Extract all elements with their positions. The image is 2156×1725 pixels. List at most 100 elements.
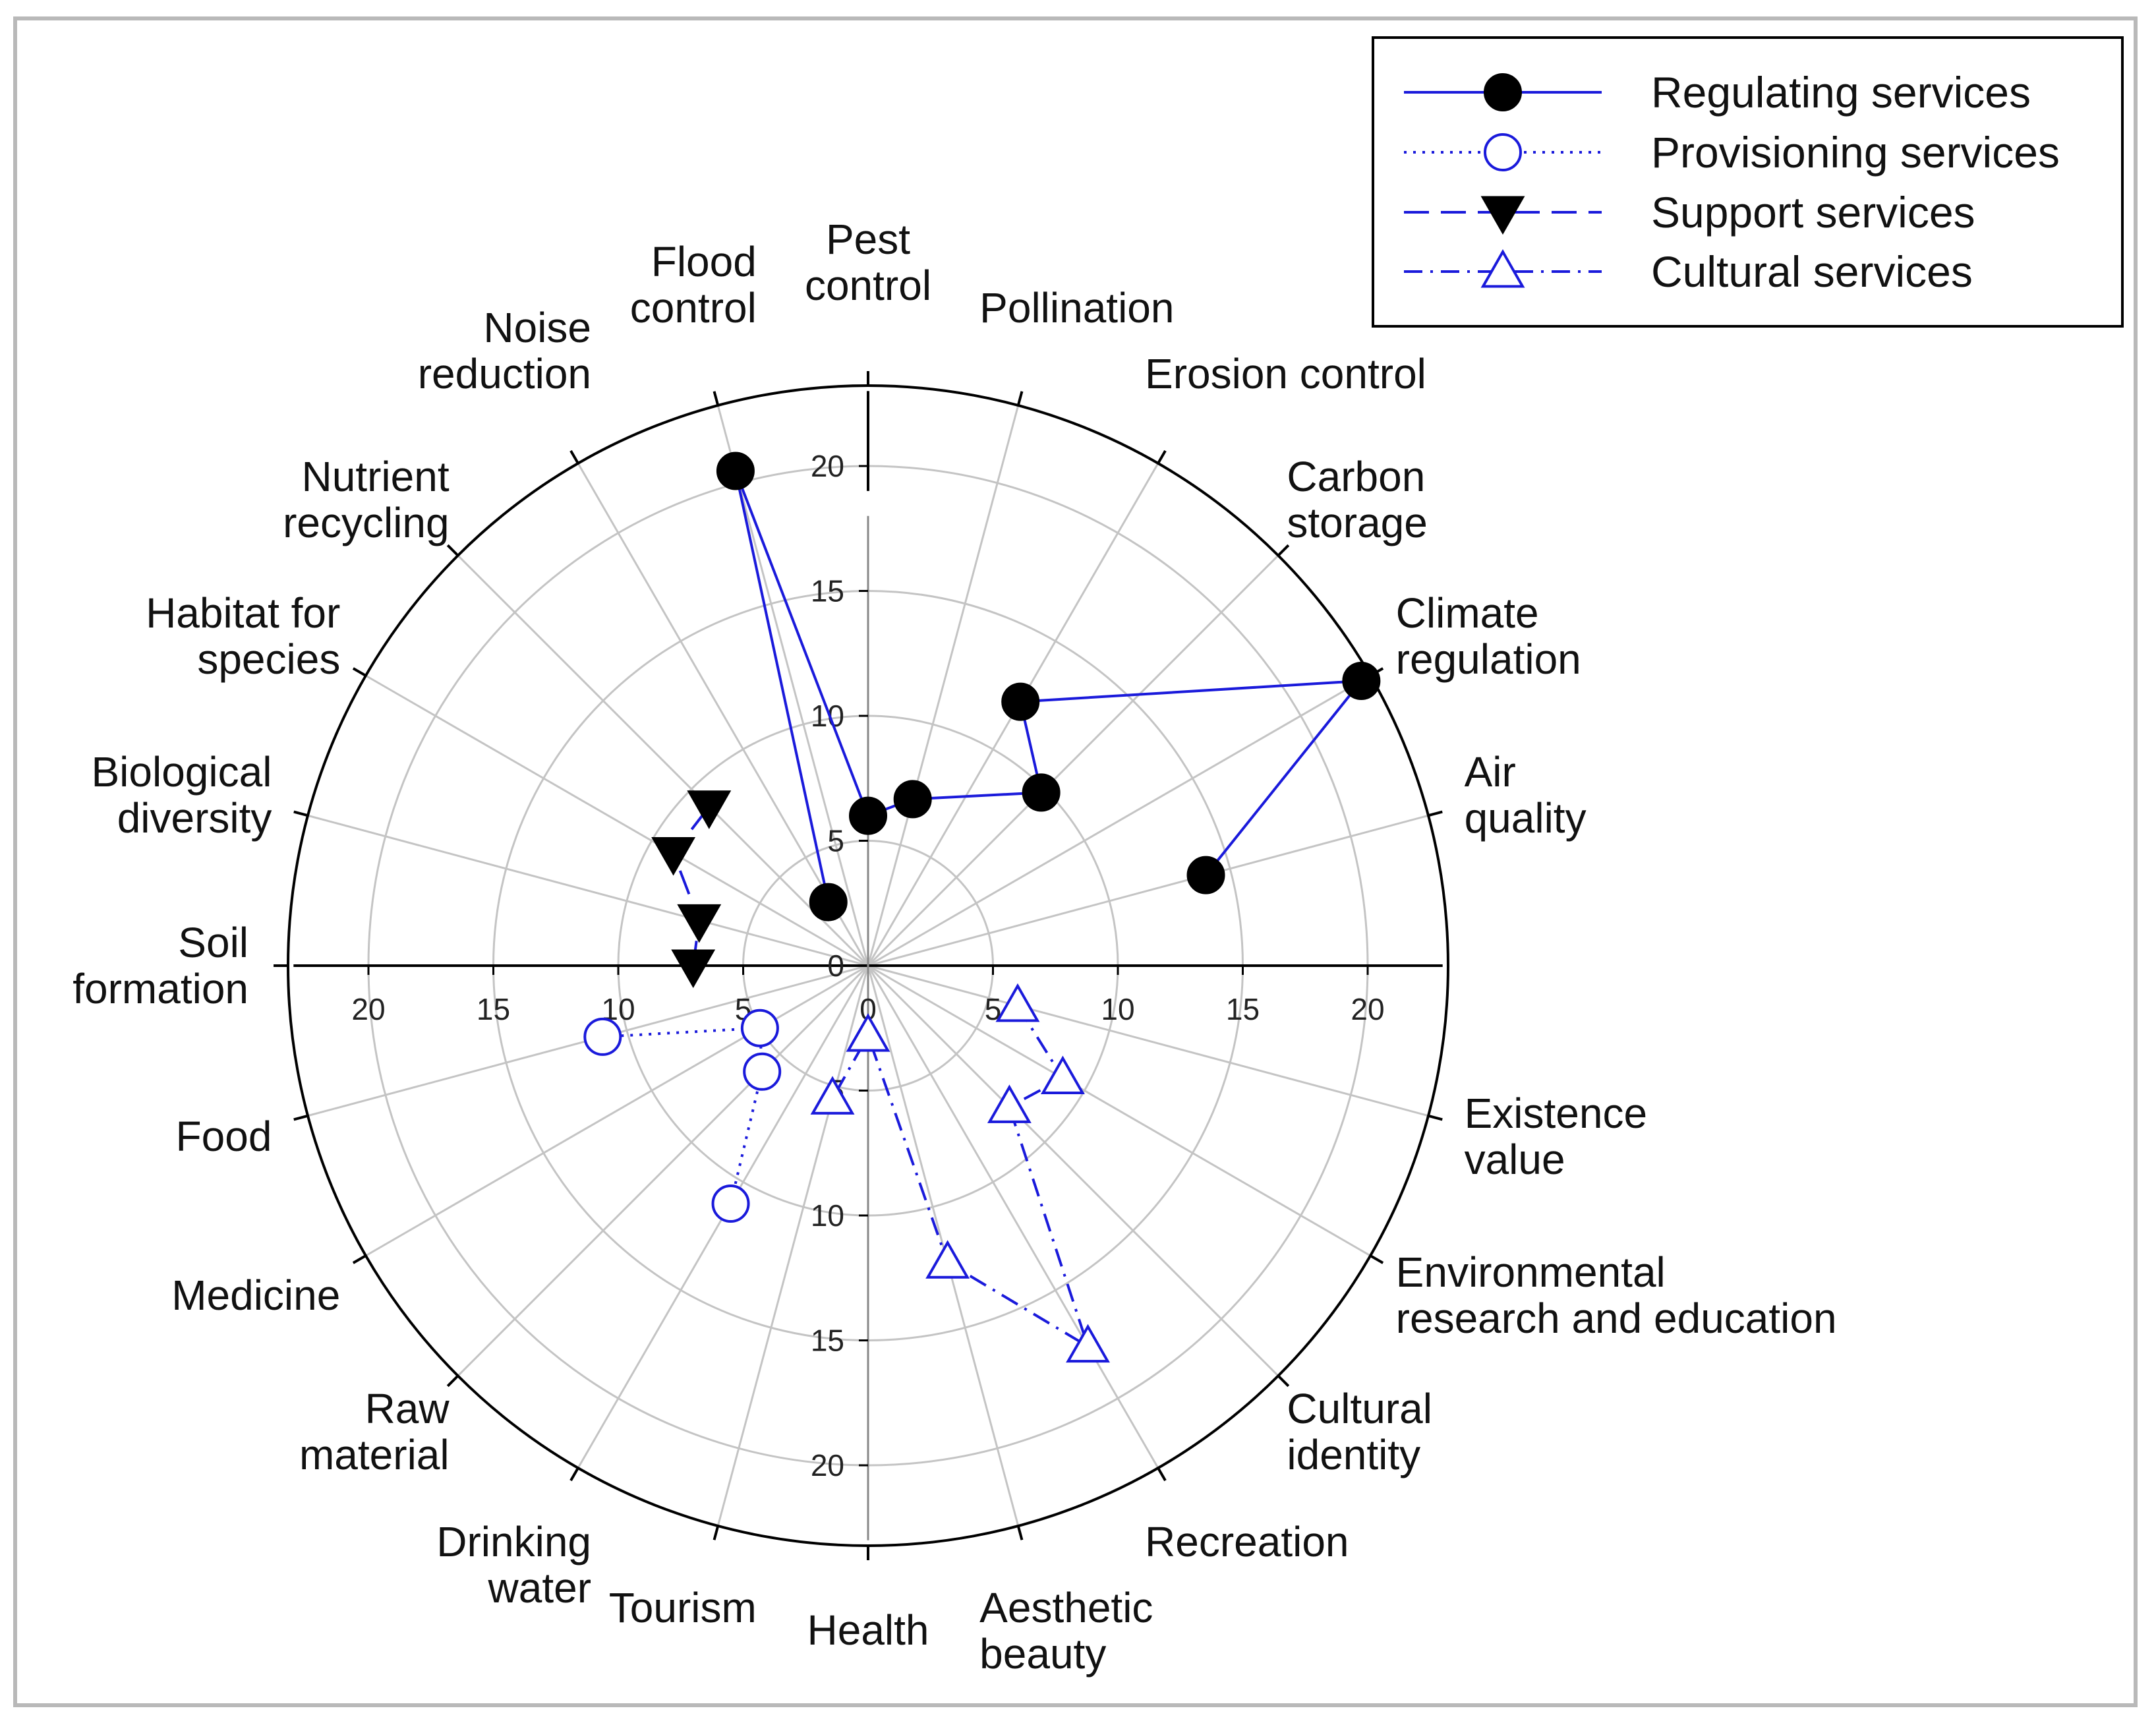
tick-label-y: 10 bbox=[811, 1198, 844, 1233]
category-label-line: Carbon bbox=[1287, 453, 1425, 500]
data-point-air-quality bbox=[1186, 856, 1225, 894]
category-label-line: Existence bbox=[1465, 1090, 1647, 1137]
outer-tick bbox=[1016, 391, 1024, 406]
outer-tick bbox=[293, 810, 308, 817]
category-label-line: Medicine bbox=[171, 1272, 340, 1319]
grid-spoke bbox=[867, 964, 1429, 1117]
category-label-line: Recreation bbox=[1145, 1518, 1349, 1565]
category-label-food: Food bbox=[176, 1113, 272, 1160]
outer-tick bbox=[1428, 1114, 1443, 1121]
grid-spoke bbox=[577, 463, 869, 966]
data-point-medicine bbox=[740, 1009, 779, 1047]
category-label-recreation: Recreation bbox=[1145, 1518, 1349, 1565]
data-point-tourism bbox=[810, 1076, 855, 1115]
legend-label: Support services bbox=[1651, 188, 1975, 237]
category-label-line: control bbox=[805, 262, 931, 309]
outer-tick bbox=[569, 1467, 579, 1482]
legend-marker bbox=[1480, 249, 1525, 288]
tick-label-y: 15 bbox=[811, 1324, 844, 1358]
tick-label-x: 15 bbox=[1226, 992, 1260, 1026]
grid-spoke bbox=[867, 965, 1159, 1469]
grid-spoke bbox=[457, 554, 869, 967]
data-point-environmental-research-and-education bbox=[1040, 1055, 1085, 1095]
category-label-line: Environmental bbox=[1396, 1248, 1666, 1296]
series-support-services bbox=[651, 790, 732, 989]
data-point-habitat-for-species bbox=[651, 836, 696, 876]
category-label-erosion-control: Erosion control bbox=[1145, 350, 1426, 397]
outer-tick bbox=[293, 1114, 308, 1121]
legend-label: Provisioning services bbox=[1651, 128, 2060, 177]
legend-label: Cultural services bbox=[1651, 247, 1973, 296]
series-line-provisioning-services bbox=[602, 1026, 764, 1204]
category-label-line: Noise bbox=[483, 304, 591, 351]
data-point-recreation bbox=[1066, 1324, 1110, 1363]
axes: 005555101010101515151520202020 bbox=[274, 371, 1449, 1560]
outer-tick bbox=[1428, 810, 1443, 817]
category-label-line: Food bbox=[176, 1113, 272, 1160]
category-label-line: storage bbox=[1287, 499, 1427, 546]
outer-tick bbox=[352, 667, 366, 677]
category-label-line: value bbox=[1465, 1136, 1565, 1183]
tick-label-y: 15 bbox=[811, 574, 844, 608]
grid-spoke bbox=[307, 814, 869, 967]
category-label-line: reduction bbox=[418, 350, 591, 397]
legend-entry-regulating-services: Regulating services bbox=[1404, 68, 2031, 117]
outer-tick bbox=[1157, 450, 1167, 464]
category-label-line: Drinking bbox=[436, 1518, 591, 1565]
category-label-line: Erosion control bbox=[1145, 350, 1426, 397]
data-point-soil-formation bbox=[671, 949, 716, 989]
grid-spoke bbox=[365, 674, 869, 967]
outer-tick bbox=[446, 544, 459, 557]
category-label-tourism: Tourism bbox=[609, 1584, 757, 1631]
tick-label-x: 10 bbox=[1101, 992, 1134, 1026]
data-point-raw-material bbox=[743, 1052, 782, 1091]
category-label-medicine: Medicine bbox=[171, 1272, 340, 1319]
category-label-line: diversity bbox=[117, 794, 272, 842]
tick-label-y: 10 bbox=[811, 699, 844, 733]
category-label-health: Health bbox=[807, 1606, 929, 1654]
grid-spoke bbox=[867, 964, 1279, 1377]
category-label-line: formation bbox=[73, 965, 248, 1012]
category-label-line: quality bbox=[1465, 794, 1587, 842]
tick-label-y: 20 bbox=[811, 1448, 844, 1482]
data-point-noise-reduction bbox=[809, 883, 848, 921]
category-label-line: Air bbox=[1465, 748, 1516, 796]
data-point-flood-control bbox=[716, 452, 755, 490]
outer-tick bbox=[1016, 1525, 1024, 1540]
data-point-cultural-identity bbox=[987, 1084, 1032, 1123]
category-label-line: Nutrient bbox=[302, 453, 450, 500]
data-point-existence-value bbox=[995, 983, 1040, 1022]
outer-tick bbox=[569, 450, 579, 464]
outer-tick bbox=[1277, 1374, 1290, 1388]
category-label-line: recycling bbox=[283, 499, 450, 546]
data-point-food bbox=[583, 1017, 622, 1056]
data-point-pollination bbox=[893, 780, 932, 819]
category-label-line: research and education bbox=[1396, 1295, 1837, 1342]
category-label-line: beauty bbox=[979, 1630, 1106, 1678]
grid-spoke bbox=[867, 964, 1371, 1257]
tick-label-x: 15 bbox=[477, 992, 510, 1026]
category-label-line: identity bbox=[1287, 1431, 1420, 1478]
category-label-line: Habitat for bbox=[146, 589, 340, 637]
legend: Regulating services Provisioning services… bbox=[1372, 36, 2124, 328]
series-cultural-services bbox=[810, 983, 1110, 1363]
category-label-line: Tourism bbox=[609, 1584, 757, 1631]
grid-spoke bbox=[867, 554, 1279, 967]
grid-spoke bbox=[867, 405, 1020, 966]
tick-label-y: 5 bbox=[827, 824, 844, 858]
legend-marker bbox=[1484, 133, 1522, 171]
